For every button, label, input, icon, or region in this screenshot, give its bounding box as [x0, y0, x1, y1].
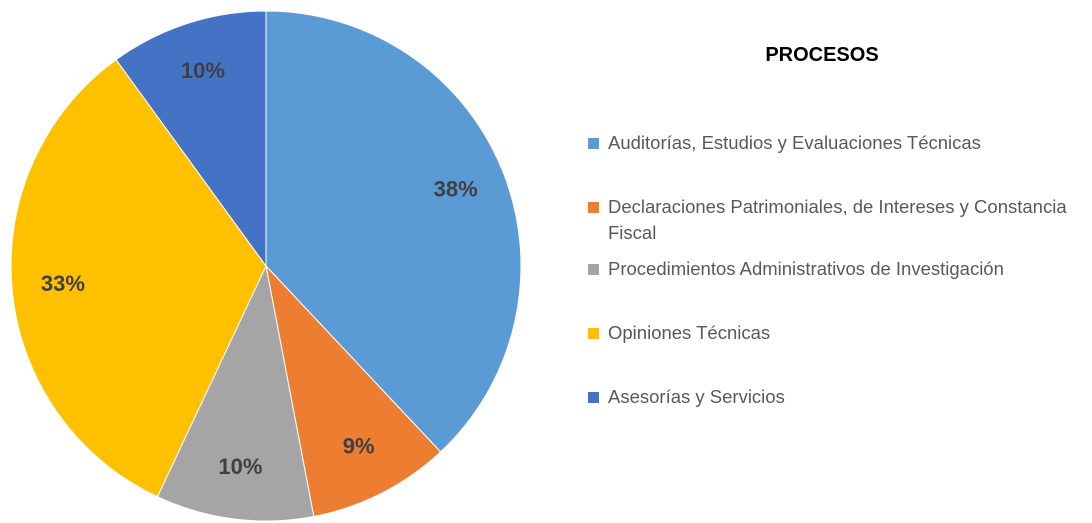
legend-label: Procedimientos Administrativos de Invest…: [608, 258, 1004, 279]
slice-label: 10%: [218, 454, 262, 479]
pie-slice: [115, 10, 267, 268]
pie-slice: [156, 264, 315, 522]
legend-swatch: [588, 264, 599, 275]
legend-item: Auditorías, Estudios y Evaluaciones Técn…: [588, 130, 1088, 156]
legend-label: Asesorías y Servicios: [608, 386, 785, 407]
legend-item: Procedimientos Administrativos de Invest…: [588, 256, 1088, 282]
slice-label: 10%: [181, 58, 225, 83]
legend-swatch: [588, 328, 599, 339]
pie-slice: [265, 264, 442, 518]
slice-label: 38%: [434, 177, 478, 202]
legend-item: Opiniones Técnicas: [588, 320, 1088, 346]
slice-label: 33%: [41, 271, 85, 296]
legend-label: Declaraciones Patrimoniales, de Interese…: [608, 196, 1067, 243]
pie-slice: [10, 59, 267, 498]
chart-title: PROCESOS: [765, 44, 879, 66]
pie-slice: [265, 10, 522, 453]
legend-label: Opiniones Técnicas: [608, 322, 771, 343]
slice-label: 9%: [343, 434, 375, 459]
legend-swatch: [588, 392, 599, 403]
legend-swatch: [588, 138, 599, 149]
legend-item: Declaraciones Patrimoniales, de Interese…: [588, 194, 1088, 246]
legend-item: Asesorías y Servicios: [588, 384, 1088, 410]
legend-label: Auditorías, Estudios y Evaluaciones Técn…: [608, 132, 981, 153]
legend-swatch: [588, 202, 599, 213]
